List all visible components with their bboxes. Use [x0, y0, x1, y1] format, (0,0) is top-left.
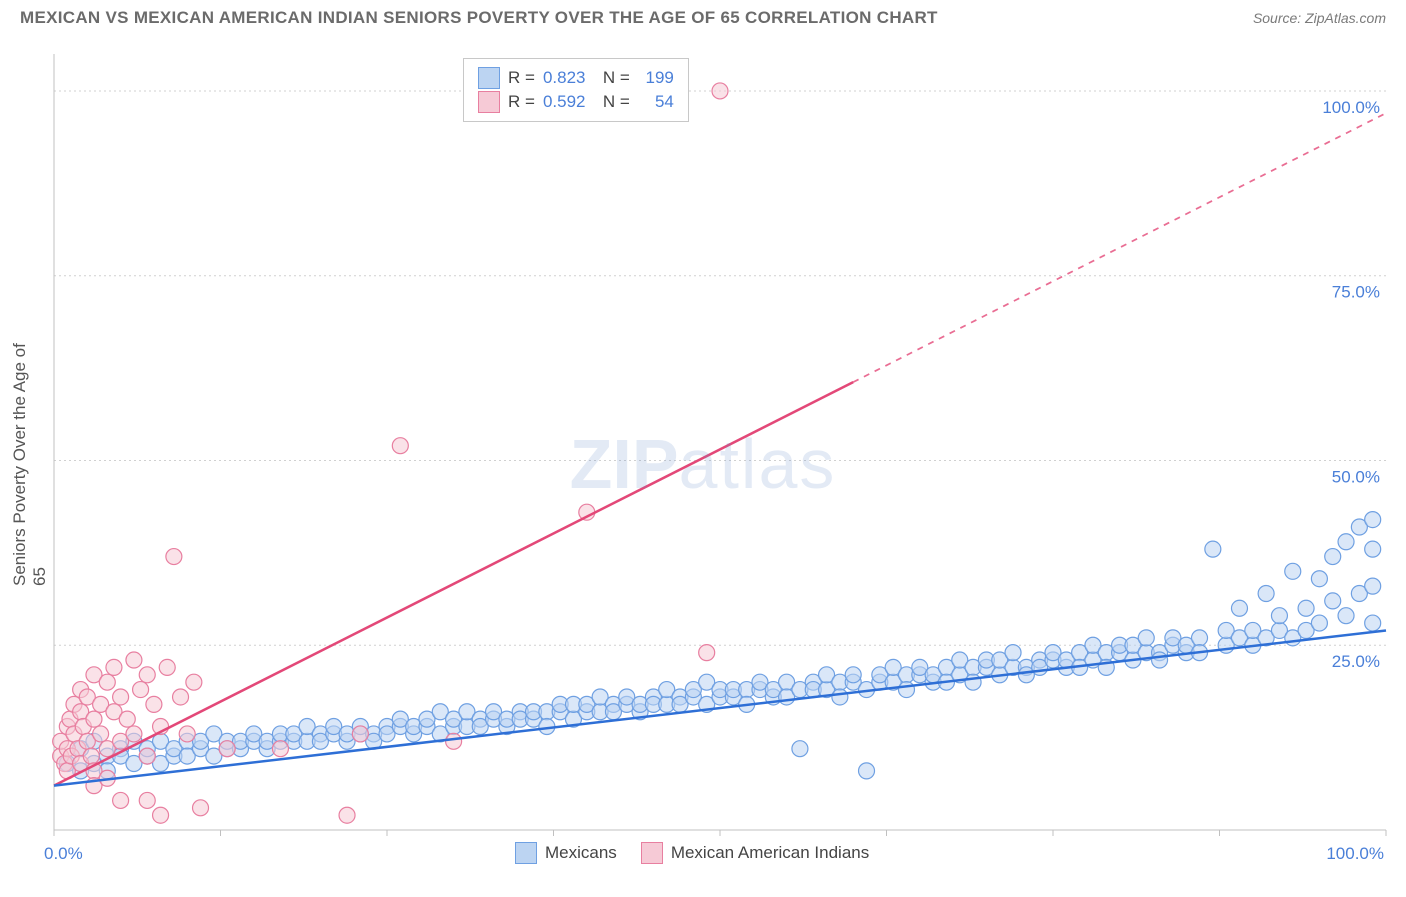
- stat-r-label: R =: [508, 68, 535, 88]
- chart-svg: 25.0% 50.0% 75.0% 100.0%: [0, 36, 1406, 892]
- stat-row: R = 0.823 N = 199: [478, 67, 674, 89]
- svg-text:25.0%: 25.0%: [1332, 652, 1380, 671]
- chart-header: MEXICAN VS MEXICAN AMERICAN INDIAN SENIO…: [0, 0, 1406, 32]
- correlation-legend: R = 0.823 N = 199R = 0.592 N = 54: [463, 58, 689, 122]
- stat-r-value: 0.823: [543, 68, 586, 88]
- stat-n-label: N =: [593, 92, 629, 112]
- y-axis-label: Seniors Poverty Over the Age of 65: [10, 326, 50, 586]
- stat-r-value: 0.592: [543, 92, 586, 112]
- stat-r-label: R =: [508, 92, 535, 112]
- series-swatch: [478, 91, 500, 113]
- legend-item: Mexican American Indians: [641, 842, 869, 864]
- x-axis-max: 100.0%: [1326, 844, 1384, 864]
- svg-text:100.0%: 100.0%: [1322, 98, 1380, 117]
- stat-n-value: 199: [638, 68, 674, 88]
- legend-item: Mexicans: [515, 842, 617, 864]
- legend-label: Mexican American Indians: [671, 843, 869, 863]
- series-legend: Mexicans Mexican American Indians: [515, 842, 869, 864]
- stat-n-label: N =: [593, 68, 629, 88]
- stat-row: R = 0.592 N = 54: [478, 91, 674, 113]
- chart-source: Source: ZipAtlas.com: [1253, 10, 1386, 26]
- stat-n-value: 54: [638, 92, 674, 112]
- svg-text:75.0%: 75.0%: [1332, 283, 1380, 302]
- svg-text:50.0%: 50.0%: [1332, 467, 1380, 486]
- legend-label: Mexicans: [545, 843, 617, 863]
- series-swatch: [478, 67, 500, 89]
- scatter-chart: 25.0%50.0%75.0%100.0% ZIPatlas Seniors P…: [0, 36, 1406, 892]
- legend-swatch: [641, 842, 663, 864]
- chart-title: MEXICAN VS MEXICAN AMERICAN INDIAN SENIO…: [20, 8, 938, 28]
- legend-swatch: [515, 842, 537, 864]
- x-axis-min: 0.0%: [44, 844, 83, 864]
